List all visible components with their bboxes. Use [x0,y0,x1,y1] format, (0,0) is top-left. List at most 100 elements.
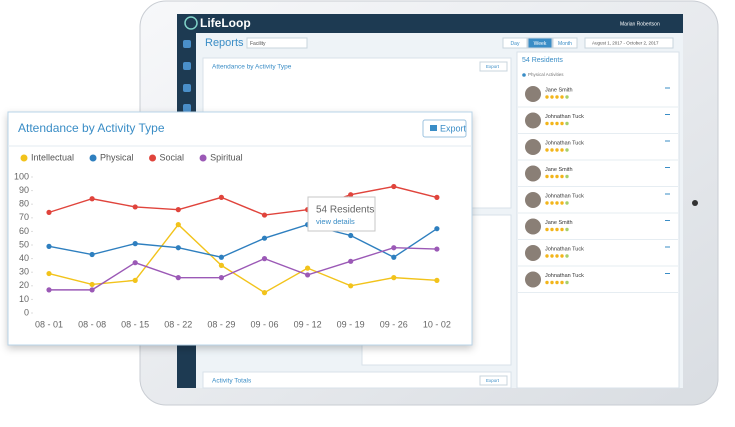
date-picker[interactable] [584,37,674,49]
data-point [348,283,354,289]
avatar [525,271,541,288]
tooltip-link[interactable]: view details [316,217,355,226]
rating-star [560,201,564,205]
data-point [305,265,311,271]
rating-star [555,121,559,126]
x-tick-label: 08 - 22 [164,319,192,329]
resident-name[interactable]: Johnathan Tuck [545,140,584,146]
filter-dot [522,73,526,77]
residents-filter: Physical Activities [528,72,564,77]
brand: LifeLoop [200,16,251,30]
background-panel-title: Activity Totals [212,378,252,385]
y-tick-label: 20 [19,280,29,290]
rating-star [560,121,564,126]
series-line [48,223,437,294]
line-chart: 0 10 20 30 40 50 60 70 80 90 100 08 - 01 08 - 08 08 -… [14,152,451,329]
legend-label: Social [160,152,185,162]
data-point [218,275,224,281]
rating-star [550,174,554,179]
data-point [132,277,138,283]
data-point [175,207,181,213]
y-tick-label: 30 [19,267,29,277]
export-button[interactable] [422,119,467,138]
data-point [132,241,138,247]
legend-label: Spiritual [210,152,243,162]
x-tick-label: 10 - 02 [423,319,451,329]
data-point [218,194,224,200]
resident-name[interactable]: Johnathan Tuck [545,246,584,252]
range-label: Week [534,41,547,47]
y-tick-label: 80 [19,199,29,209]
chart-card [7,111,473,346]
rating-star [550,148,554,152]
rating-star [565,227,569,232]
background-panel [202,371,512,389]
rating-star [550,95,554,99]
rating-star [565,148,569,152]
resident-name[interactable]: Johnathan Tuck [545,273,584,279]
legend-label: Physical [100,152,134,162]
user-name[interactable]: Marian Robertson [620,21,660,27]
rating-star [545,254,549,258]
range-button[interactable] [552,37,578,49]
y-tick-label: 60 [19,226,29,236]
resident-name[interactable]: Johnathan Tuck [545,114,584,120]
sidebar-icons [183,40,191,112]
data-point [89,196,95,202]
tooltip [307,196,376,232]
top-bar [177,14,683,33]
data-point [305,272,311,278]
data-point [46,270,52,277]
background-panel-title: Attendance by Activity Type [212,64,292,71]
rating-star [545,174,549,179]
rating-star [560,95,564,99]
page-title: Reports [205,37,244,49]
rating-star [560,280,564,285]
legend-label: Intellectual [31,152,74,162]
rating-star [565,280,569,285]
rating-star [555,148,559,152]
data-point [261,290,268,296]
range-button[interactable] [502,37,528,49]
data-point [46,209,52,215]
rating-star [545,148,549,152]
rating-star [565,121,569,126]
resident-name[interactable]: Jane Smith [545,87,573,93]
export-button[interactable] [479,375,508,386]
data-point [261,212,268,218]
residents-title: 54 Residents [522,57,563,64]
facility-select[interactable] [246,37,308,49]
avatar [525,139,541,155]
y-tick-label: 50 [19,239,29,249]
range-button[interactable] [527,37,553,49]
avatar [525,245,541,261]
data-point [89,287,95,293]
series-line [48,223,438,259]
resident-name[interactable]: Johnathan Tuck [545,193,584,199]
nav-icon[interactable] [183,40,191,48]
data-point [218,254,224,260]
rating-star [550,280,554,285]
y-tick-label: 100 [14,171,29,181]
avatar [525,86,541,102]
rating-star [550,201,554,205]
data-point [434,277,440,283]
avatar [525,112,541,129]
rating-star [545,280,549,285]
chart-title: Attendance by Activity Type [18,121,165,135]
rating-star [550,227,554,232]
x-tick-label: 09 - 06 [250,319,278,329]
resident-name[interactable]: Jane Smith [545,167,573,173]
rating-star [565,174,569,179]
nav-icon[interactable] [183,104,191,112]
nav-icon[interactable] [183,84,191,92]
export-button[interactable] [479,61,508,72]
rating-star [555,174,559,179]
resident-name[interactable]: Jane Smith [545,220,573,226]
avatar [525,192,541,208]
rating-star [555,95,559,99]
rating-star [565,201,569,205]
avatar [525,218,541,235]
nav-icon[interactable] [183,62,191,70]
avatar [525,165,541,182]
